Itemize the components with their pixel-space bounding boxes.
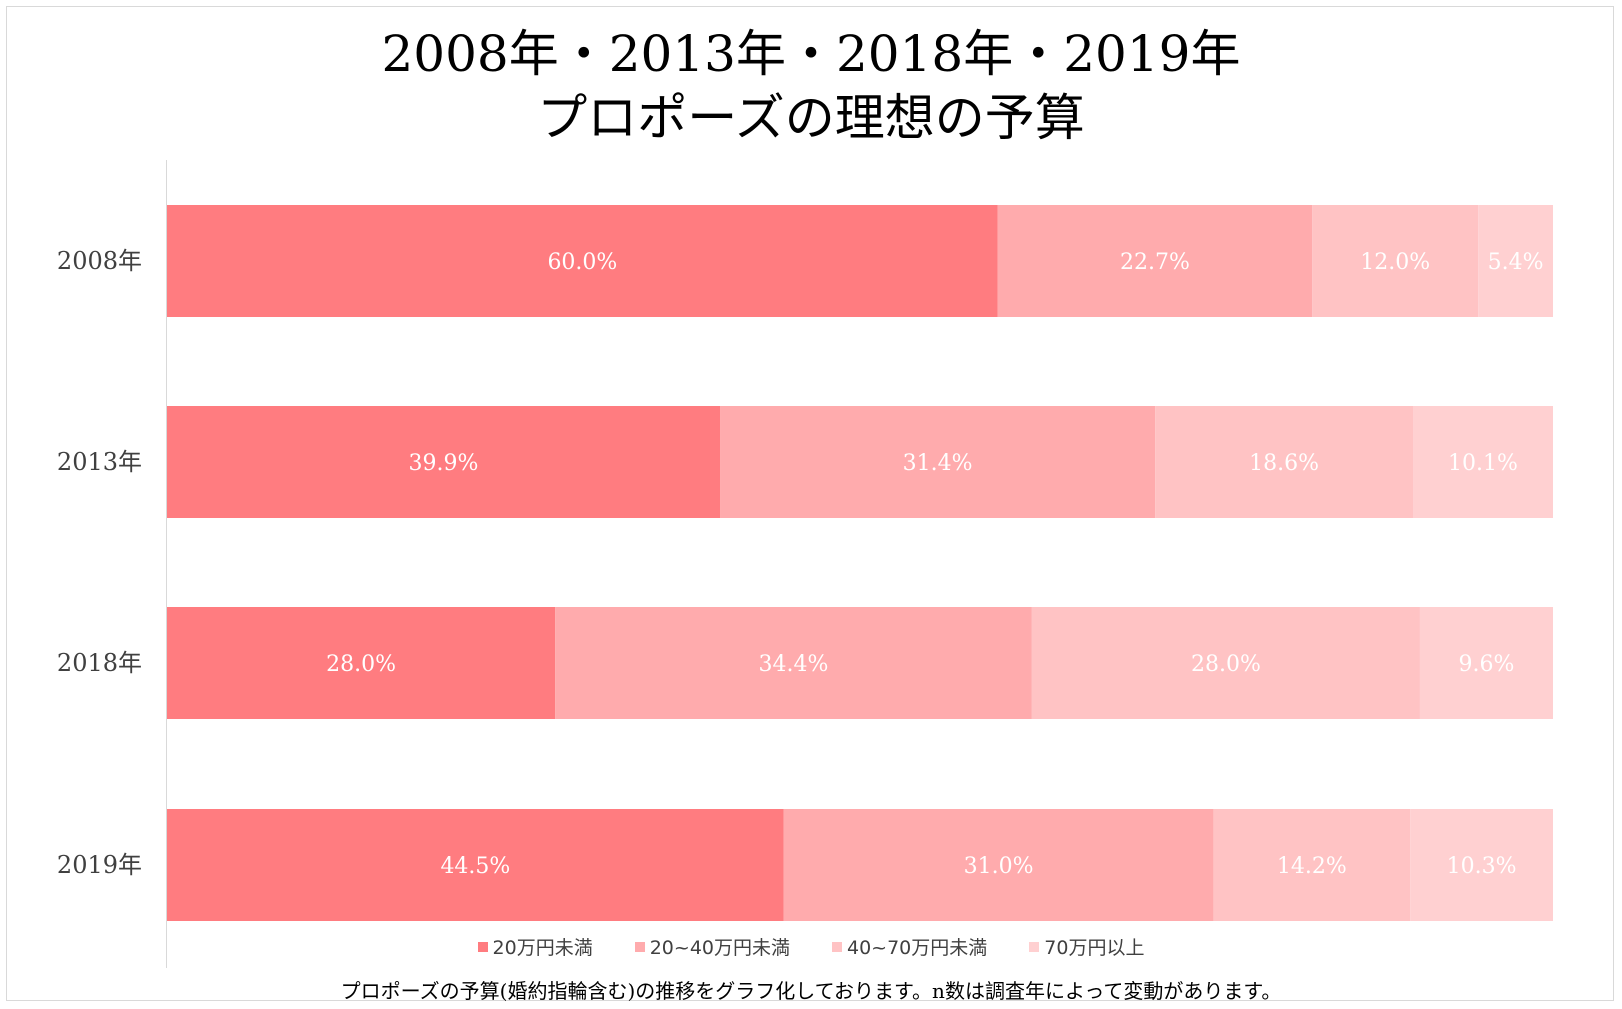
y-tick-label: 2019年 [57, 851, 142, 879]
legend-item: 20~40万円未満 [634, 933, 790, 960]
bar-segment [1312, 205, 1479, 317]
data-label: 14.2% [1277, 854, 1347, 879]
data-label: 44.5% [440, 854, 510, 879]
data-label: 18.6% [1249, 451, 1319, 476]
bar-segment [1155, 406, 1414, 518]
legend-item: 70万円以上 [1029, 933, 1144, 960]
data-label: 10.3% [1447, 854, 1517, 879]
data-label: 5.4% [1488, 250, 1544, 275]
bar-segment [555, 607, 1032, 719]
chart-title-line2: プロポーズの理想の予算 [537, 89, 1085, 147]
legend-item: 40~70万円未満 [832, 933, 987, 960]
bar-segment [1419, 607, 1553, 719]
legend-swatch [477, 941, 488, 952]
data-label: 28.0% [1191, 652, 1261, 677]
bar-segment [1413, 406, 1553, 518]
bar-segment [167, 205, 998, 317]
bar-segment [1213, 809, 1411, 921]
bar-segment [783, 809, 1214, 921]
data-label: 31.0% [964, 854, 1034, 879]
legend-swatch [634, 941, 645, 952]
bar-segment [720, 406, 1156, 518]
data-label: 28.0% [326, 652, 396, 677]
y-tick-label: 2018年 [57, 649, 142, 677]
data-label: 9.6% [1459, 652, 1515, 677]
bar-segment [167, 607, 556, 719]
data-label: 34.4% [759, 652, 829, 677]
legend-label: 70万円以上 [1044, 937, 1145, 959]
bar-segment [167, 406, 721, 518]
legend-label: 20~40万円未満 [649, 937, 790, 959]
data-label: 22.7% [1120, 250, 1190, 275]
data-label: 12.0% [1360, 250, 1430, 275]
legend-swatch [1029, 941, 1040, 952]
legend-label: 20万円未満 [492, 937, 593, 959]
bar-segment [997, 205, 1313, 317]
y-tick-label: 2013年 [57, 448, 142, 476]
legend-item: 20万円未満 [477, 933, 593, 960]
data-label: 60.0% [547, 250, 617, 275]
bar-segment [1031, 607, 1420, 719]
data-label: 10.1% [1448, 451, 1518, 476]
chart-footnote: プロポーズの予算(婚約指輪含む)の推移をグラフ化しております。n数は調査年によっ… [340, 979, 1282, 1003]
data-label: 39.9% [409, 451, 479, 476]
legend-swatch [832, 941, 842, 952]
y-tick-label: 2008年 [57, 247, 142, 275]
bar-segment [1410, 809, 1553, 921]
bar-segment [1478, 205, 1553, 317]
bar-segment [167, 809, 784, 921]
data-label: 31.4% [903, 451, 973, 476]
legend-label: 40~70万円未満 [847, 937, 988, 959]
chart-title-line1: 2008年・2013年・2018年・2019年 [381, 25, 1241, 83]
chart-legend: 20万円未満 20~40万円未満 40~70万円未満 70万円以上 [0, 933, 1622, 960]
